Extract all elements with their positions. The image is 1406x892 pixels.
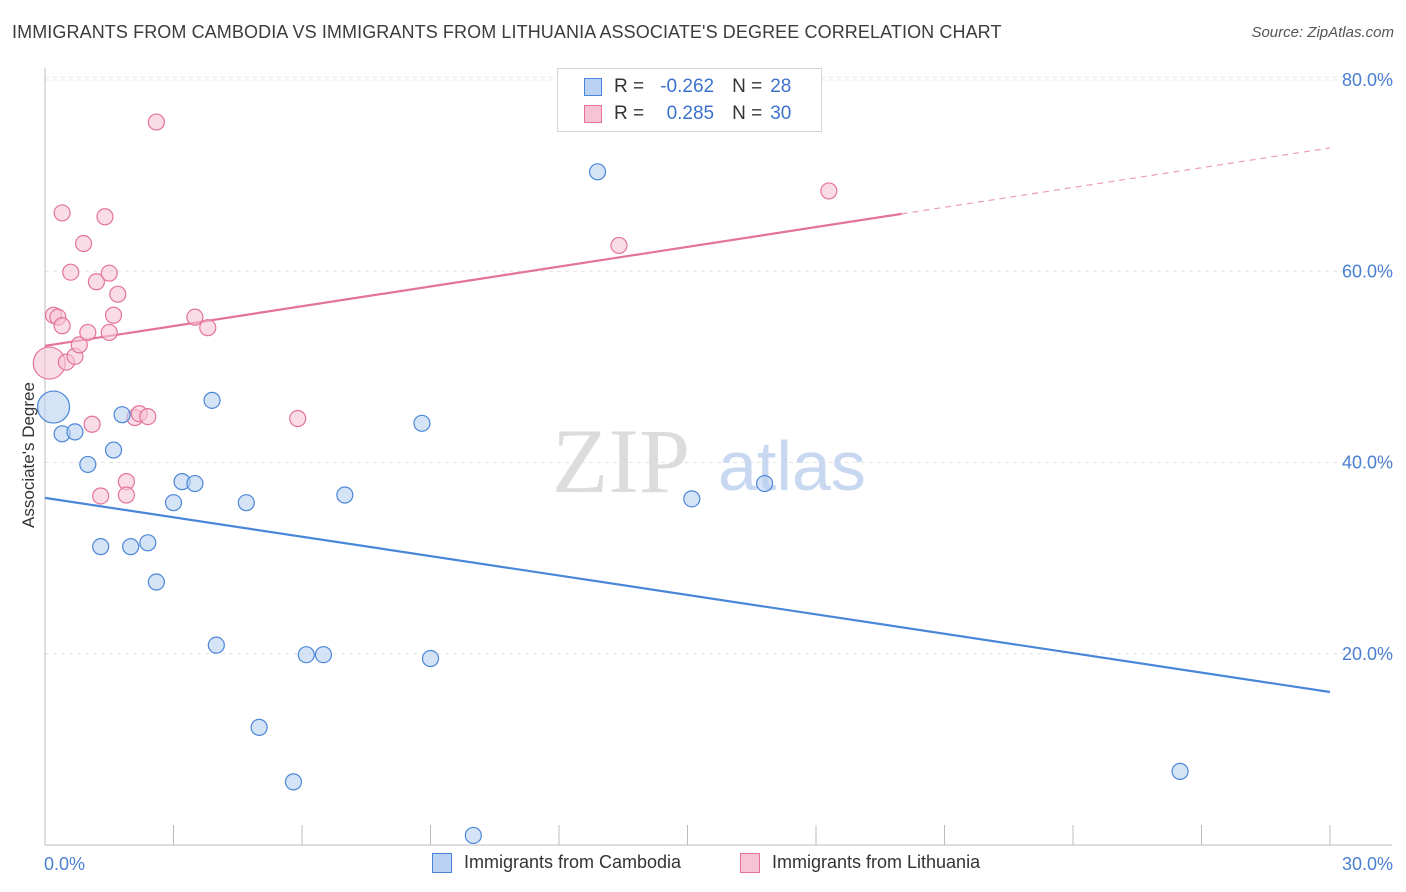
data-point-cambodia <box>139 534 157 552</box>
source-label: Source: ZipAtlas.com <box>1251 24 1394 41</box>
data-point-lithuania <box>100 264 118 282</box>
watermark-zip: ZIP <box>552 410 690 512</box>
watermark: ZIP atlas <box>552 410 866 512</box>
legend-n-value: 28 <box>770 76 792 97</box>
data-point-cambodia <box>237 494 255 512</box>
trend-line-cambodia <box>44 496 1331 694</box>
data-point-cambodia <box>421 649 440 668</box>
data-point-cambodia <box>164 494 183 512</box>
data-point-lithuania <box>53 204 71 222</box>
legend-swatch-lithuania <box>584 105 602 123</box>
data-point-cambodia <box>413 414 431 432</box>
data-point-cambodia <box>113 406 131 424</box>
legend-r-label: R = <box>614 103 645 124</box>
bottom-legend-swatch-lithuania <box>740 852 760 873</box>
legend-r-value: -0.262 <box>660 76 715 97</box>
data-point-cambodia <box>1171 762 1189 780</box>
y-tick-label: 20.0% <box>1342 644 1393 664</box>
data-point-lithuania <box>53 317 71 335</box>
legend-r-label: R = <box>614 76 645 97</box>
chart-title: IMMIGRANTS FROM CAMBODIA VS IMMIGRANTS F… <box>12 22 1002 42</box>
legend-n-label: N = <box>732 103 763 124</box>
bottom-legend-lithuania: Immigrants from Lithuania <box>740 852 980 873</box>
data-point-cambodia <box>464 826 482 845</box>
data-point-cambodia <box>250 718 268 736</box>
data-point-cambodia <box>66 423 84 441</box>
data-point-lithuania <box>100 323 118 342</box>
data-point-cambodia <box>588 163 607 181</box>
bottom-legend-swatch-cambodia <box>432 852 452 873</box>
data-point-cambodia <box>207 636 225 654</box>
data-point-lithuania <box>74 234 93 253</box>
legend-r-value: 0.285 <box>666 103 715 124</box>
data-point-cambodia <box>122 538 140 556</box>
data-point-cambodia <box>755 474 774 493</box>
legend-box: R = -0.262 N = 28 R = 0.285 N = 30 <box>557 68 822 132</box>
y-tick-label: 80.0% <box>1342 70 1393 90</box>
data-point-lithuania <box>289 409 307 428</box>
y-tick-label: 60.0% <box>1342 261 1393 281</box>
data-point-lithuania <box>139 408 157 426</box>
legend-n-value: 30 <box>770 103 792 124</box>
data-point-lithuania <box>62 263 80 281</box>
data-point-cambodia <box>92 538 110 556</box>
bottom-legend-label-lithuania: Immigrants from Lithuania <box>772 852 981 872</box>
legend-n-label: N = <box>732 76 763 97</box>
data-point-cambodia <box>36 390 71 424</box>
data-point-lithuania <box>70 336 88 354</box>
data-point-cambodia <box>203 391 221 409</box>
data-point-lithuania <box>96 208 114 226</box>
legend-row-lithuania: R = 0.285 N = 30 <box>584 102 791 126</box>
x-tick-label: 30.0% <box>1342 854 1393 874</box>
gridlines <box>45 76 1392 655</box>
bottom-legend-label-cambodia: Immigrants from Cambodia <box>464 852 682 872</box>
legend-row-cambodia: R = -0.262 N = 28 <box>584 75 791 99</box>
data-point-cambodia <box>186 474 204 493</box>
data-point-cambodia <box>284 773 303 791</box>
y-tick-labels: 20.0% 40.0% 60.0% 80.0% <box>1342 70 1393 664</box>
y-tick-label: 40.0% <box>1342 453 1393 473</box>
data-point-lithuania <box>79 323 97 342</box>
data-point-cambodia <box>297 646 315 664</box>
bottom-legend-cambodia: Immigrants from Cambodia <box>432 852 681 873</box>
trend-line-lithuania-extension <box>901 147 1331 215</box>
data-point-lithuania <box>147 113 165 131</box>
data-point-cambodia <box>336 486 354 504</box>
data-point-cambodia <box>683 490 701 508</box>
trend-line-lithuania <box>44 212 902 347</box>
trend-lines <box>44 147 1331 694</box>
data-point-lithuania <box>104 306 123 324</box>
data-point-lithuania <box>109 285 127 303</box>
x-tick-label: 0.0% <box>44 854 85 874</box>
data-point-lithuania <box>117 486 135 504</box>
data-point-cambodia <box>104 441 123 459</box>
axes <box>44 68 1392 846</box>
points-cambodia <box>36 163 1189 845</box>
data-point-cambodia <box>314 646 333 664</box>
data-point-cambodia <box>79 455 97 474</box>
data-point-lithuania <box>610 236 628 255</box>
data-point-lithuania <box>199 319 217 337</box>
data-point-lithuania <box>83 415 101 433</box>
points-lithuania <box>32 113 838 505</box>
legend-swatch-cambodia <box>584 78 602 96</box>
data-point-lithuania <box>92 487 110 505</box>
x-tick-labels: 0.0% 30.0% <box>44 854 1393 874</box>
y-axis-label: Associate's Degree <box>19 382 38 528</box>
watermark-atlas: atlas <box>718 427 866 505</box>
data-point-lithuania <box>186 308 204 326</box>
data-point-lithuania <box>820 182 838 200</box>
data-point-cambodia <box>147 573 165 591</box>
data-point-lithuania <box>87 273 106 291</box>
